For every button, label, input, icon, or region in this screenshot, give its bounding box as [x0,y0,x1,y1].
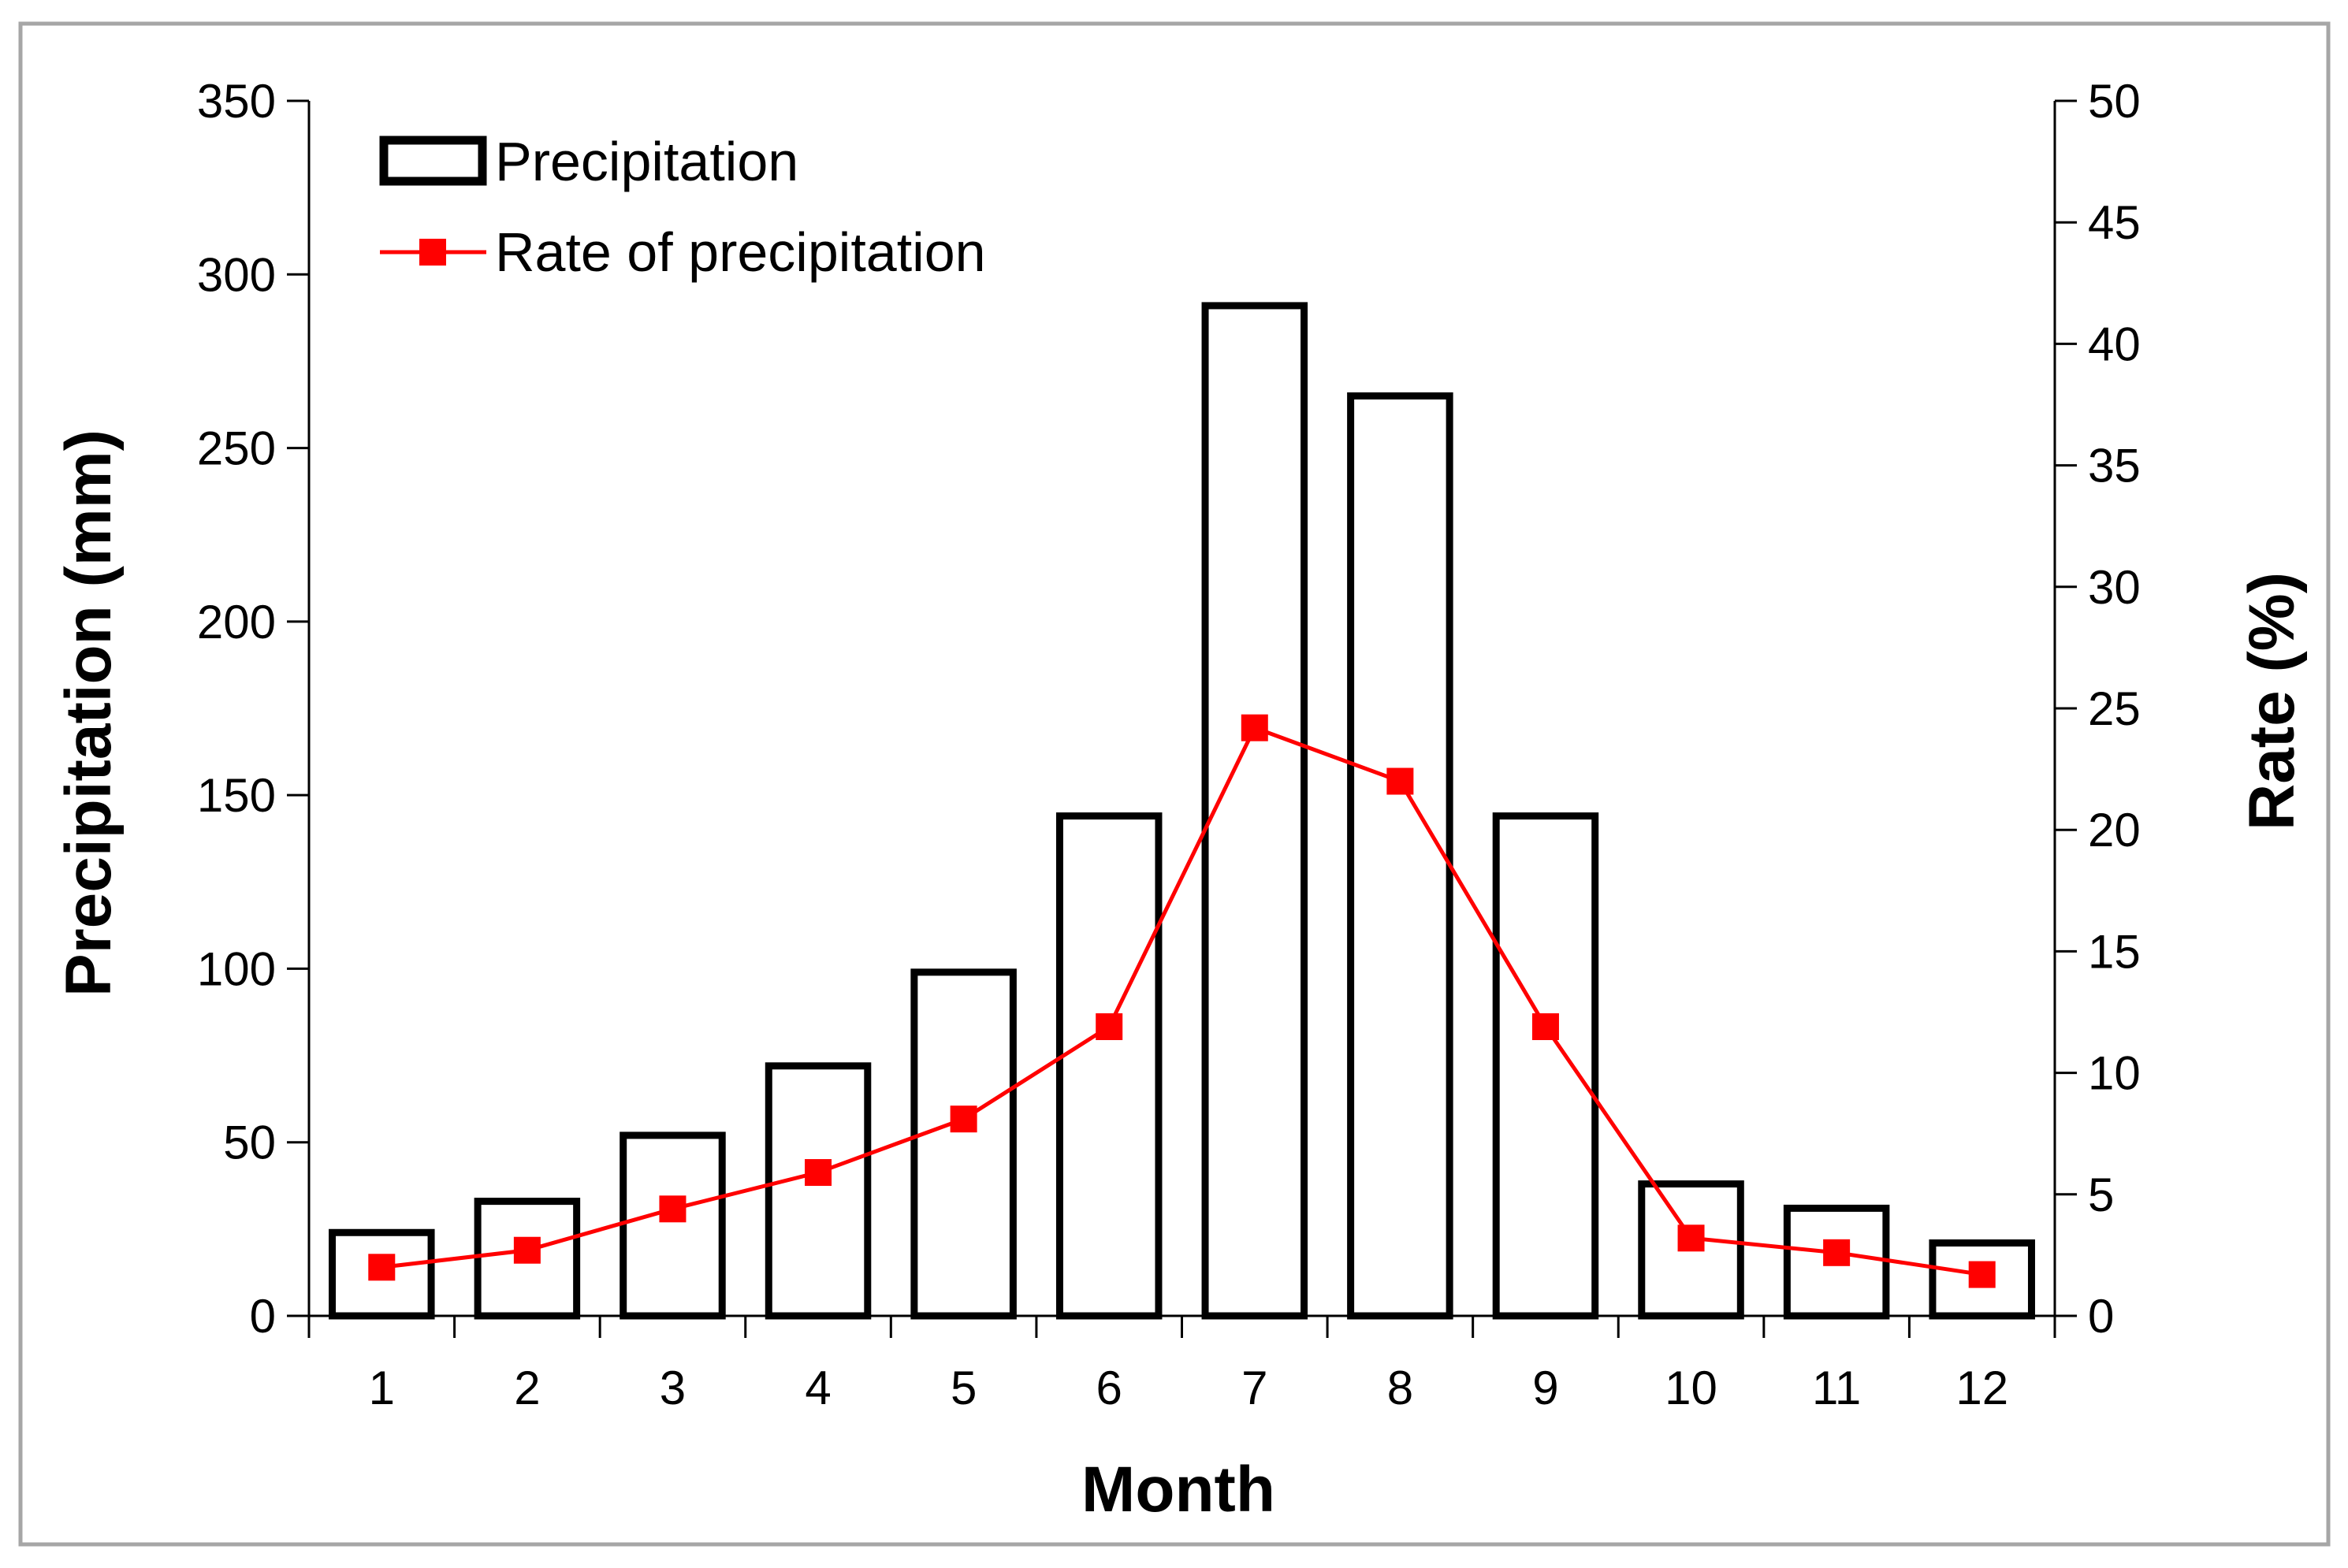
x-tick-label: 9 [1532,1362,1558,1414]
y2-tick-label: 25 [2088,682,2141,735]
x-tick-label: 4 [805,1362,831,1414]
rate-marker-month-8 [1386,767,1414,795]
rate-marker-month-5 [950,1105,977,1133]
x-axis-title: Month [1081,1454,1275,1525]
x-tick-label: 5 [951,1362,977,1414]
rate-marker-month-10 [1677,1224,1705,1252]
x-tick-label: 8 [1387,1362,1413,1414]
y2-tick-label: 35 [2088,440,2141,492]
x-tick-label: 12 [1955,1362,2008,1414]
x-tick-label: 1 [369,1362,395,1414]
legend-marker-swatch [419,239,446,266]
legend: Precipitation Rate of precipitation [379,131,986,283]
bar-month-8 [1347,392,1453,1320]
y-tick-label: 50 [223,1117,276,1169]
bar-month-3 [620,1131,726,1320]
y2-tick-label: 20 [2088,804,2141,856]
bar-month-4 [765,1062,872,1320]
x-tick-label: 3 [660,1362,686,1414]
rate-marker-month-4 [805,1159,832,1187]
y-tick-label: 0 [250,1290,276,1343]
y2-tick-label: 5 [2088,1169,2114,1221]
y2-tick-label: 0 [2088,1290,2114,1343]
x-tick-label: 7 [1241,1362,1267,1414]
legend-bar-swatch [379,136,487,186]
rate-marker-month-1 [368,1254,396,1281]
y-tick-label: 150 [197,769,276,822]
bar-month-7 [1201,302,1308,1320]
legend-label-rate: Rate of precipitation [495,221,986,283]
rate-marker-month-9 [1531,1013,1559,1041]
y2-tick-label: 30 [2088,561,2141,614]
rate-line [381,725,1983,1277]
x-tick-label: 11 [1812,1362,1861,1414]
y-tick-label: 100 [197,942,276,995]
y2-axis-title: Rate (%) [2236,572,2308,830]
rate-marker-month-2 [513,1236,541,1264]
bar-month-6 [1055,812,1163,1320]
y2-tick-label: 50 [2088,75,2141,128]
plot-area: 0501001502002503003500510152025303540455… [197,75,2141,1414]
y-tick-label: 350 [197,75,276,128]
x-tick-label: 6 [1096,1362,1122,1414]
y-tick-label: 200 [197,596,276,648]
legend-label-precipitation: Precipitation [495,131,798,192]
rate-marker-month-11 [1823,1239,1851,1266]
y2-tick-label: 40 [2088,318,2141,370]
bar-month-9 [1492,812,1599,1320]
rate-marker-month-3 [659,1195,687,1223]
rate-marker-month-7 [1241,714,1268,741]
bar-month-5 [910,968,1017,1320]
y2-tick-label: 45 [2088,196,2141,249]
y-tick-label: 300 [197,248,276,301]
rate-marker-month-12 [1968,1261,1996,1288]
y2-tick-label: 10 [2088,1047,2141,1100]
x-tick-label: 10 [1665,1362,1717,1414]
y-tick-label: 250 [197,422,276,475]
rate-marker-month-6 [1096,1013,1123,1041]
y-axis-title: Precipitation (mm) [53,429,125,997]
y2-tick-label: 15 [2088,925,2141,978]
x-tick-label: 2 [514,1362,540,1414]
